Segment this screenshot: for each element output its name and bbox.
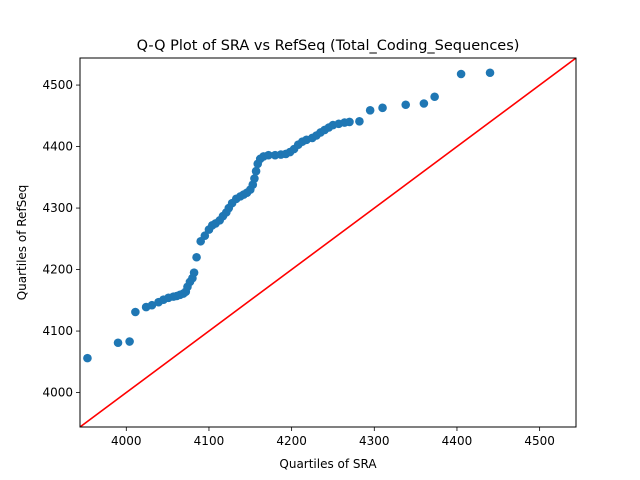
x-tick-label: 4000 xyxy=(111,434,142,448)
data-point xyxy=(200,231,210,241)
x-tick-label: 4200 xyxy=(276,434,307,448)
x-tick-label: 4500 xyxy=(524,434,555,448)
plot-frame xyxy=(79,57,577,428)
data-point xyxy=(456,69,466,79)
reference-line xyxy=(80,58,576,427)
x-axis-title: Quartiles of SRA xyxy=(279,457,377,471)
data-point xyxy=(485,68,495,78)
x-tick-label: 4400 xyxy=(442,434,473,448)
data-point xyxy=(125,337,134,346)
data-point xyxy=(113,338,123,348)
y-tick-label: 4200 xyxy=(42,263,73,277)
data-point xyxy=(264,150,273,160)
data-point xyxy=(355,117,364,126)
data-point xyxy=(430,92,439,102)
chart-title: Q-Q Plot of SRA vs RefSeq (Total_Coding_… xyxy=(137,38,520,54)
data-point xyxy=(189,268,199,277)
y-axis-title: Quartiles of RefSeq xyxy=(15,185,29,301)
data-point xyxy=(419,99,429,108)
y-tick-label: 4500 xyxy=(42,78,73,92)
x-axis: 4000 4100 4200 4300 4400 4500 xyxy=(111,427,555,448)
data-point xyxy=(345,117,354,127)
y-tick-label: 4300 xyxy=(42,201,73,215)
data-point xyxy=(192,252,201,262)
data-point xyxy=(131,307,140,317)
x-tick-label: 4300 xyxy=(359,434,390,448)
y-axis: 4000 4100 4200 4300 4400 4500 xyxy=(42,78,80,400)
data-point xyxy=(365,105,375,115)
data-point xyxy=(147,300,157,310)
data-point xyxy=(378,103,387,113)
data-point xyxy=(251,166,261,176)
x-tick-label: 4100 xyxy=(194,434,225,448)
plot-area xyxy=(80,58,576,427)
data-point xyxy=(401,100,411,110)
plot-clip-group xyxy=(80,58,576,427)
data-point xyxy=(83,353,92,363)
y-tick-label: 4000 xyxy=(42,386,73,400)
y-tick-label: 4400 xyxy=(42,140,73,154)
data-point xyxy=(250,174,259,183)
y-tick-label: 4100 xyxy=(42,324,73,338)
